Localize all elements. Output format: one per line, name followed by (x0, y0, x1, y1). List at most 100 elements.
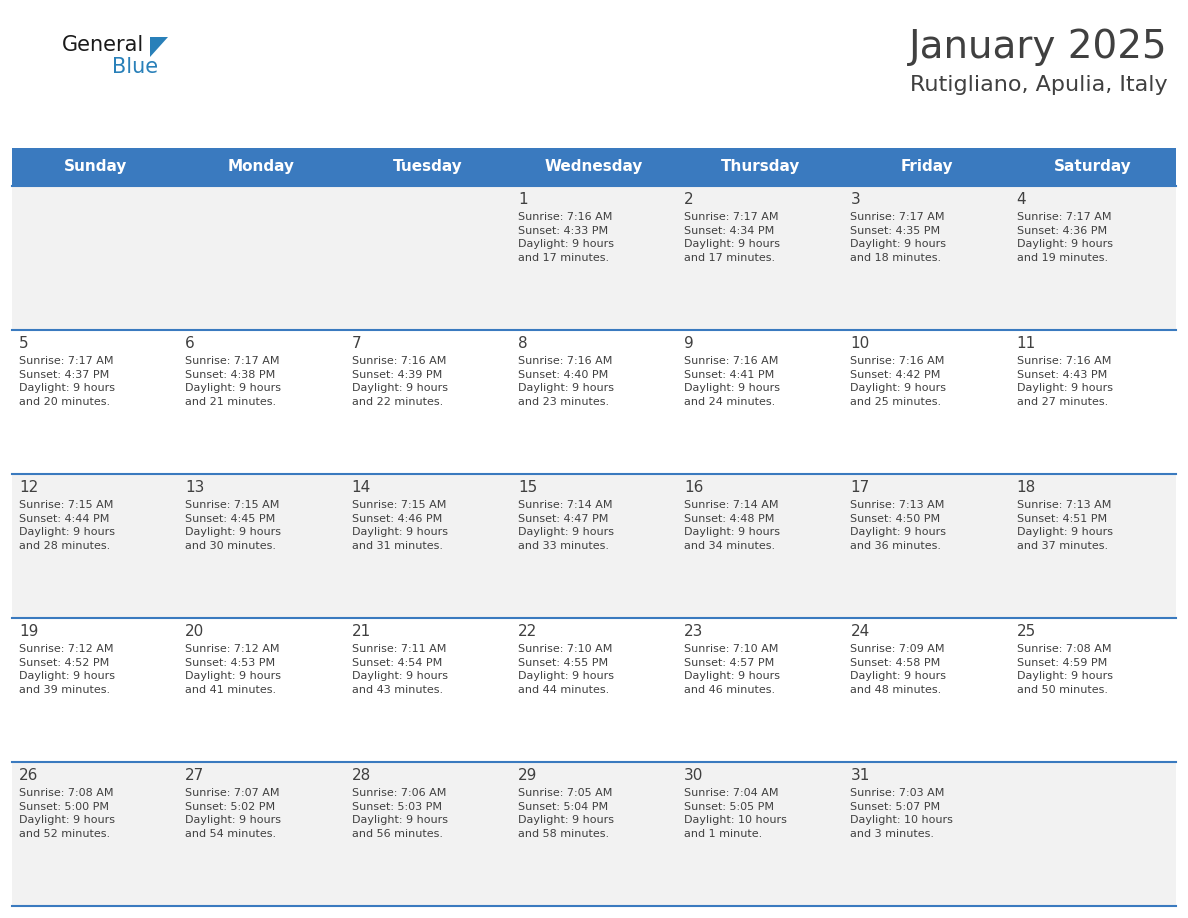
Text: 27: 27 (185, 768, 204, 783)
Text: Sunrise: 7:06 AM
Sunset: 5:03 PM
Daylight: 9 hours
and 56 minutes.: Sunrise: 7:06 AM Sunset: 5:03 PM Dayligh… (352, 788, 448, 839)
Bar (1010, 762, 1176, 906)
Text: Sunrise: 7:17 AM
Sunset: 4:38 PM
Daylight: 9 hours
and 21 minutes.: Sunrise: 7:17 AM Sunset: 4:38 PM Dayligh… (185, 356, 282, 407)
Bar (1010, 148, 1176, 186)
Bar (677, 474, 843, 618)
Text: 10: 10 (851, 336, 870, 351)
Text: 30: 30 (684, 768, 703, 783)
Bar (677, 186, 843, 330)
Bar (178, 474, 345, 618)
Text: 14: 14 (352, 480, 371, 495)
Text: 26: 26 (19, 768, 38, 783)
Bar (178, 330, 345, 474)
Text: Sunrise: 7:16 AM
Sunset: 4:43 PM
Daylight: 9 hours
and 27 minutes.: Sunrise: 7:16 AM Sunset: 4:43 PM Dayligh… (1017, 356, 1113, 407)
Bar (511, 186, 677, 330)
Bar (1010, 330, 1176, 474)
Text: Sunrise: 7:14 AM
Sunset: 4:48 PM
Daylight: 9 hours
and 34 minutes.: Sunrise: 7:14 AM Sunset: 4:48 PM Dayligh… (684, 500, 781, 551)
Text: 21: 21 (352, 624, 371, 639)
Text: 9: 9 (684, 336, 694, 351)
Text: Saturday: Saturday (1054, 160, 1132, 174)
Text: Sunrise: 7:13 AM
Sunset: 4:50 PM
Daylight: 9 hours
and 36 minutes.: Sunrise: 7:13 AM Sunset: 4:50 PM Dayligh… (851, 500, 947, 551)
Text: 25: 25 (1017, 624, 1036, 639)
Bar (1010, 474, 1176, 618)
Bar (843, 762, 1010, 906)
Text: 20: 20 (185, 624, 204, 639)
Text: 24: 24 (851, 624, 870, 639)
Bar (843, 148, 1010, 186)
Text: 12: 12 (19, 480, 38, 495)
Text: 15: 15 (518, 480, 537, 495)
Text: 22: 22 (518, 624, 537, 639)
Text: 7: 7 (352, 336, 361, 351)
Bar (178, 148, 345, 186)
Text: 13: 13 (185, 480, 204, 495)
Text: Sunrise: 7:13 AM
Sunset: 4:51 PM
Daylight: 9 hours
and 37 minutes.: Sunrise: 7:13 AM Sunset: 4:51 PM Dayligh… (1017, 500, 1113, 551)
Text: Sunrise: 7:04 AM
Sunset: 5:05 PM
Daylight: 10 hours
and 1 minute.: Sunrise: 7:04 AM Sunset: 5:05 PM Dayligh… (684, 788, 786, 839)
Text: Sunrise: 7:09 AM
Sunset: 4:58 PM
Daylight: 9 hours
and 48 minutes.: Sunrise: 7:09 AM Sunset: 4:58 PM Dayligh… (851, 644, 947, 695)
Bar (677, 618, 843, 762)
Text: Blue: Blue (112, 57, 158, 77)
Text: 19: 19 (19, 624, 38, 639)
Text: 3: 3 (851, 192, 860, 207)
Text: Friday: Friday (901, 160, 953, 174)
Text: 18: 18 (1017, 480, 1036, 495)
Bar (178, 618, 345, 762)
Bar (677, 762, 843, 906)
Text: Sunrise: 7:08 AM
Sunset: 4:59 PM
Daylight: 9 hours
and 50 minutes.: Sunrise: 7:08 AM Sunset: 4:59 PM Dayligh… (1017, 644, 1113, 695)
Text: 17: 17 (851, 480, 870, 495)
Text: 29: 29 (518, 768, 537, 783)
Bar (511, 474, 677, 618)
Polygon shape (150, 37, 168, 57)
Text: Sunrise: 7:14 AM
Sunset: 4:47 PM
Daylight: 9 hours
and 33 minutes.: Sunrise: 7:14 AM Sunset: 4:47 PM Dayligh… (518, 500, 614, 551)
Bar (345, 762, 511, 906)
Text: 11: 11 (1017, 336, 1036, 351)
Bar (1010, 618, 1176, 762)
Text: 8: 8 (518, 336, 527, 351)
Text: Sunrise: 7:17 AM
Sunset: 4:35 PM
Daylight: 9 hours
and 18 minutes.: Sunrise: 7:17 AM Sunset: 4:35 PM Dayligh… (851, 212, 947, 263)
Text: Sunrise: 7:17 AM
Sunset: 4:34 PM
Daylight: 9 hours
and 17 minutes.: Sunrise: 7:17 AM Sunset: 4:34 PM Dayligh… (684, 212, 781, 263)
Text: Sunrise: 7:12 AM
Sunset: 4:53 PM
Daylight: 9 hours
and 41 minutes.: Sunrise: 7:12 AM Sunset: 4:53 PM Dayligh… (185, 644, 282, 695)
Text: 4: 4 (1017, 192, 1026, 207)
Text: Sunrise: 7:15 AM
Sunset: 4:46 PM
Daylight: 9 hours
and 31 minutes.: Sunrise: 7:15 AM Sunset: 4:46 PM Dayligh… (352, 500, 448, 551)
Text: 6: 6 (185, 336, 195, 351)
Bar (1010, 186, 1176, 330)
Text: Sunrise: 7:16 AM
Sunset: 4:39 PM
Daylight: 9 hours
and 22 minutes.: Sunrise: 7:16 AM Sunset: 4:39 PM Dayligh… (352, 356, 448, 407)
Text: Sunrise: 7:16 AM
Sunset: 4:42 PM
Daylight: 9 hours
and 25 minutes.: Sunrise: 7:16 AM Sunset: 4:42 PM Dayligh… (851, 356, 947, 407)
Bar (677, 330, 843, 474)
Text: Monday: Monday (228, 160, 295, 174)
Text: Sunrise: 7:16 AM
Sunset: 4:40 PM
Daylight: 9 hours
and 23 minutes.: Sunrise: 7:16 AM Sunset: 4:40 PM Dayligh… (518, 356, 614, 407)
Text: Sunrise: 7:11 AM
Sunset: 4:54 PM
Daylight: 9 hours
and 43 minutes.: Sunrise: 7:11 AM Sunset: 4:54 PM Dayligh… (352, 644, 448, 695)
Text: 23: 23 (684, 624, 703, 639)
Bar (345, 618, 511, 762)
Bar (12, 186, 178, 330)
Text: Sunday: Sunday (63, 160, 127, 174)
Text: 2: 2 (684, 192, 694, 207)
Text: Rutigliano, Apulia, Italy: Rutigliano, Apulia, Italy (910, 75, 1168, 95)
Bar (12, 474, 178, 618)
Bar (677, 148, 843, 186)
Text: Sunrise: 7:08 AM
Sunset: 5:00 PM
Daylight: 9 hours
and 52 minutes.: Sunrise: 7:08 AM Sunset: 5:00 PM Dayligh… (19, 788, 115, 839)
Bar (511, 762, 677, 906)
Bar (12, 762, 178, 906)
Bar (511, 618, 677, 762)
Bar (843, 186, 1010, 330)
Bar (843, 474, 1010, 618)
Bar (511, 148, 677, 186)
Bar (345, 330, 511, 474)
Text: 28: 28 (352, 768, 371, 783)
Text: Sunrise: 7:16 AM
Sunset: 4:33 PM
Daylight: 9 hours
and 17 minutes.: Sunrise: 7:16 AM Sunset: 4:33 PM Dayligh… (518, 212, 614, 263)
Bar (178, 762, 345, 906)
Text: Wednesday: Wednesday (545, 160, 643, 174)
Text: 16: 16 (684, 480, 703, 495)
Bar (345, 474, 511, 618)
Text: Sunrise: 7:16 AM
Sunset: 4:41 PM
Daylight: 9 hours
and 24 minutes.: Sunrise: 7:16 AM Sunset: 4:41 PM Dayligh… (684, 356, 781, 407)
Text: Tuesday: Tuesday (393, 160, 462, 174)
Text: Sunrise: 7:12 AM
Sunset: 4:52 PM
Daylight: 9 hours
and 39 minutes.: Sunrise: 7:12 AM Sunset: 4:52 PM Dayligh… (19, 644, 115, 695)
Bar (843, 330, 1010, 474)
Text: Sunrise: 7:10 AM
Sunset: 4:57 PM
Daylight: 9 hours
and 46 minutes.: Sunrise: 7:10 AM Sunset: 4:57 PM Dayligh… (684, 644, 781, 695)
Text: Sunrise: 7:17 AM
Sunset: 4:36 PM
Daylight: 9 hours
and 19 minutes.: Sunrise: 7:17 AM Sunset: 4:36 PM Dayligh… (1017, 212, 1113, 263)
Text: 31: 31 (851, 768, 870, 783)
Bar (345, 186, 511, 330)
Bar (12, 148, 178, 186)
Text: Sunrise: 7:15 AM
Sunset: 4:44 PM
Daylight: 9 hours
and 28 minutes.: Sunrise: 7:15 AM Sunset: 4:44 PM Dayligh… (19, 500, 115, 551)
Text: Sunrise: 7:07 AM
Sunset: 5:02 PM
Daylight: 9 hours
and 54 minutes.: Sunrise: 7:07 AM Sunset: 5:02 PM Dayligh… (185, 788, 282, 839)
